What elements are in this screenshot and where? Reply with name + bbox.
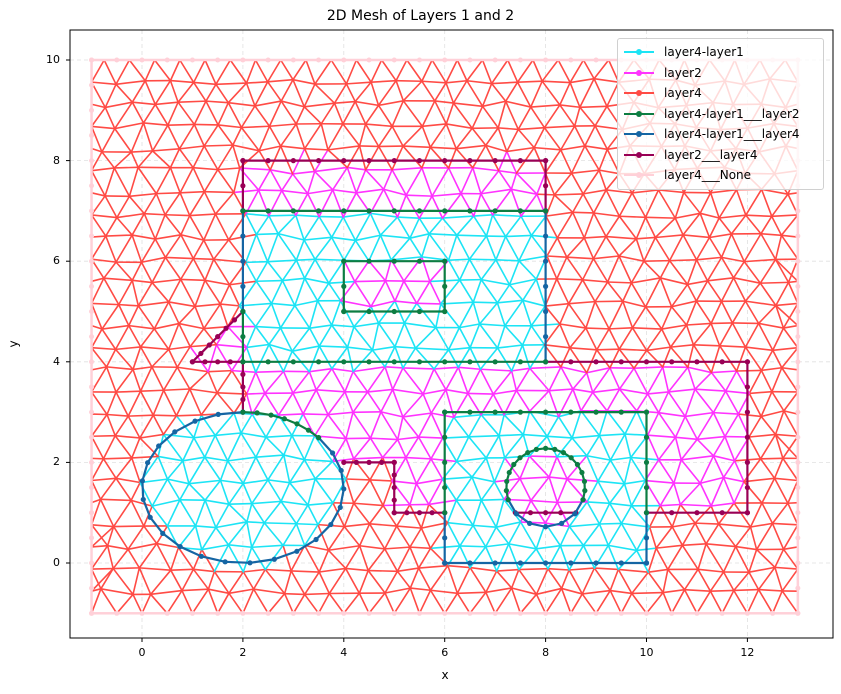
legend-label: layer4___None: [664, 168, 752, 183]
y-tick-label: 10: [46, 53, 60, 66]
x-tick-label: 6: [441, 646, 449, 659]
legend-item: layer2: [624, 63, 817, 84]
legend-label: layer2___layer4: [664, 147, 758, 162]
x-axis-label: x: [441, 668, 449, 682]
legend-label: layer2: [664, 65, 702, 80]
legend-item: layer4-layer1___layer4: [624, 124, 817, 145]
legend-swatch-icon: [624, 129, 654, 139]
x-tick-label: 4: [340, 646, 348, 659]
legend-swatch-icon: [624, 47, 654, 57]
x-tick-label: 10: [639, 646, 654, 659]
y-tick-label: 2: [53, 455, 60, 469]
legend-item: layer4-layer1___layer2: [624, 104, 817, 125]
x-tick-label: 8: [542, 646, 550, 659]
y-tick-label: 6: [53, 254, 60, 268]
y-tick-label: 8: [53, 153, 60, 167]
x-tick-label: 0: [138, 646, 146, 659]
legend-label: layer4-layer1: [664, 45, 744, 60]
legend-swatch-icon: [624, 109, 654, 119]
legend-label: layer4-layer1___layer2: [664, 106, 800, 121]
legend-swatch-icon: [624, 170, 654, 180]
legend-item: layer2___layer4: [624, 145, 817, 166]
legend-item: layer4-layer1: [624, 42, 817, 63]
y-tick-label: 0: [53, 556, 60, 569]
legend-label: layer4-layer1___layer4: [664, 127, 800, 142]
x-tick-label: 2: [239, 646, 247, 659]
legend-swatch-icon: [624, 150, 654, 160]
y-axis-label: y: [6, 340, 21, 348]
legend-item: layer4: [624, 83, 817, 104]
legend-item: layer4___None: [624, 165, 817, 186]
legend-label: layer4: [664, 86, 702, 101]
chart-title: 2D Mesh of Layers 1 and 2: [326, 8, 515, 24]
legend: layer4-layer1 layer2 layer4 layer4-layer1__…: [617, 38, 824, 190]
x-tick-label: 12: [740, 646, 755, 659]
y-tick-label: 4: [53, 354, 60, 368]
legend-swatch-icon: [624, 68, 654, 78]
legend-swatch-icon: [624, 88, 654, 98]
